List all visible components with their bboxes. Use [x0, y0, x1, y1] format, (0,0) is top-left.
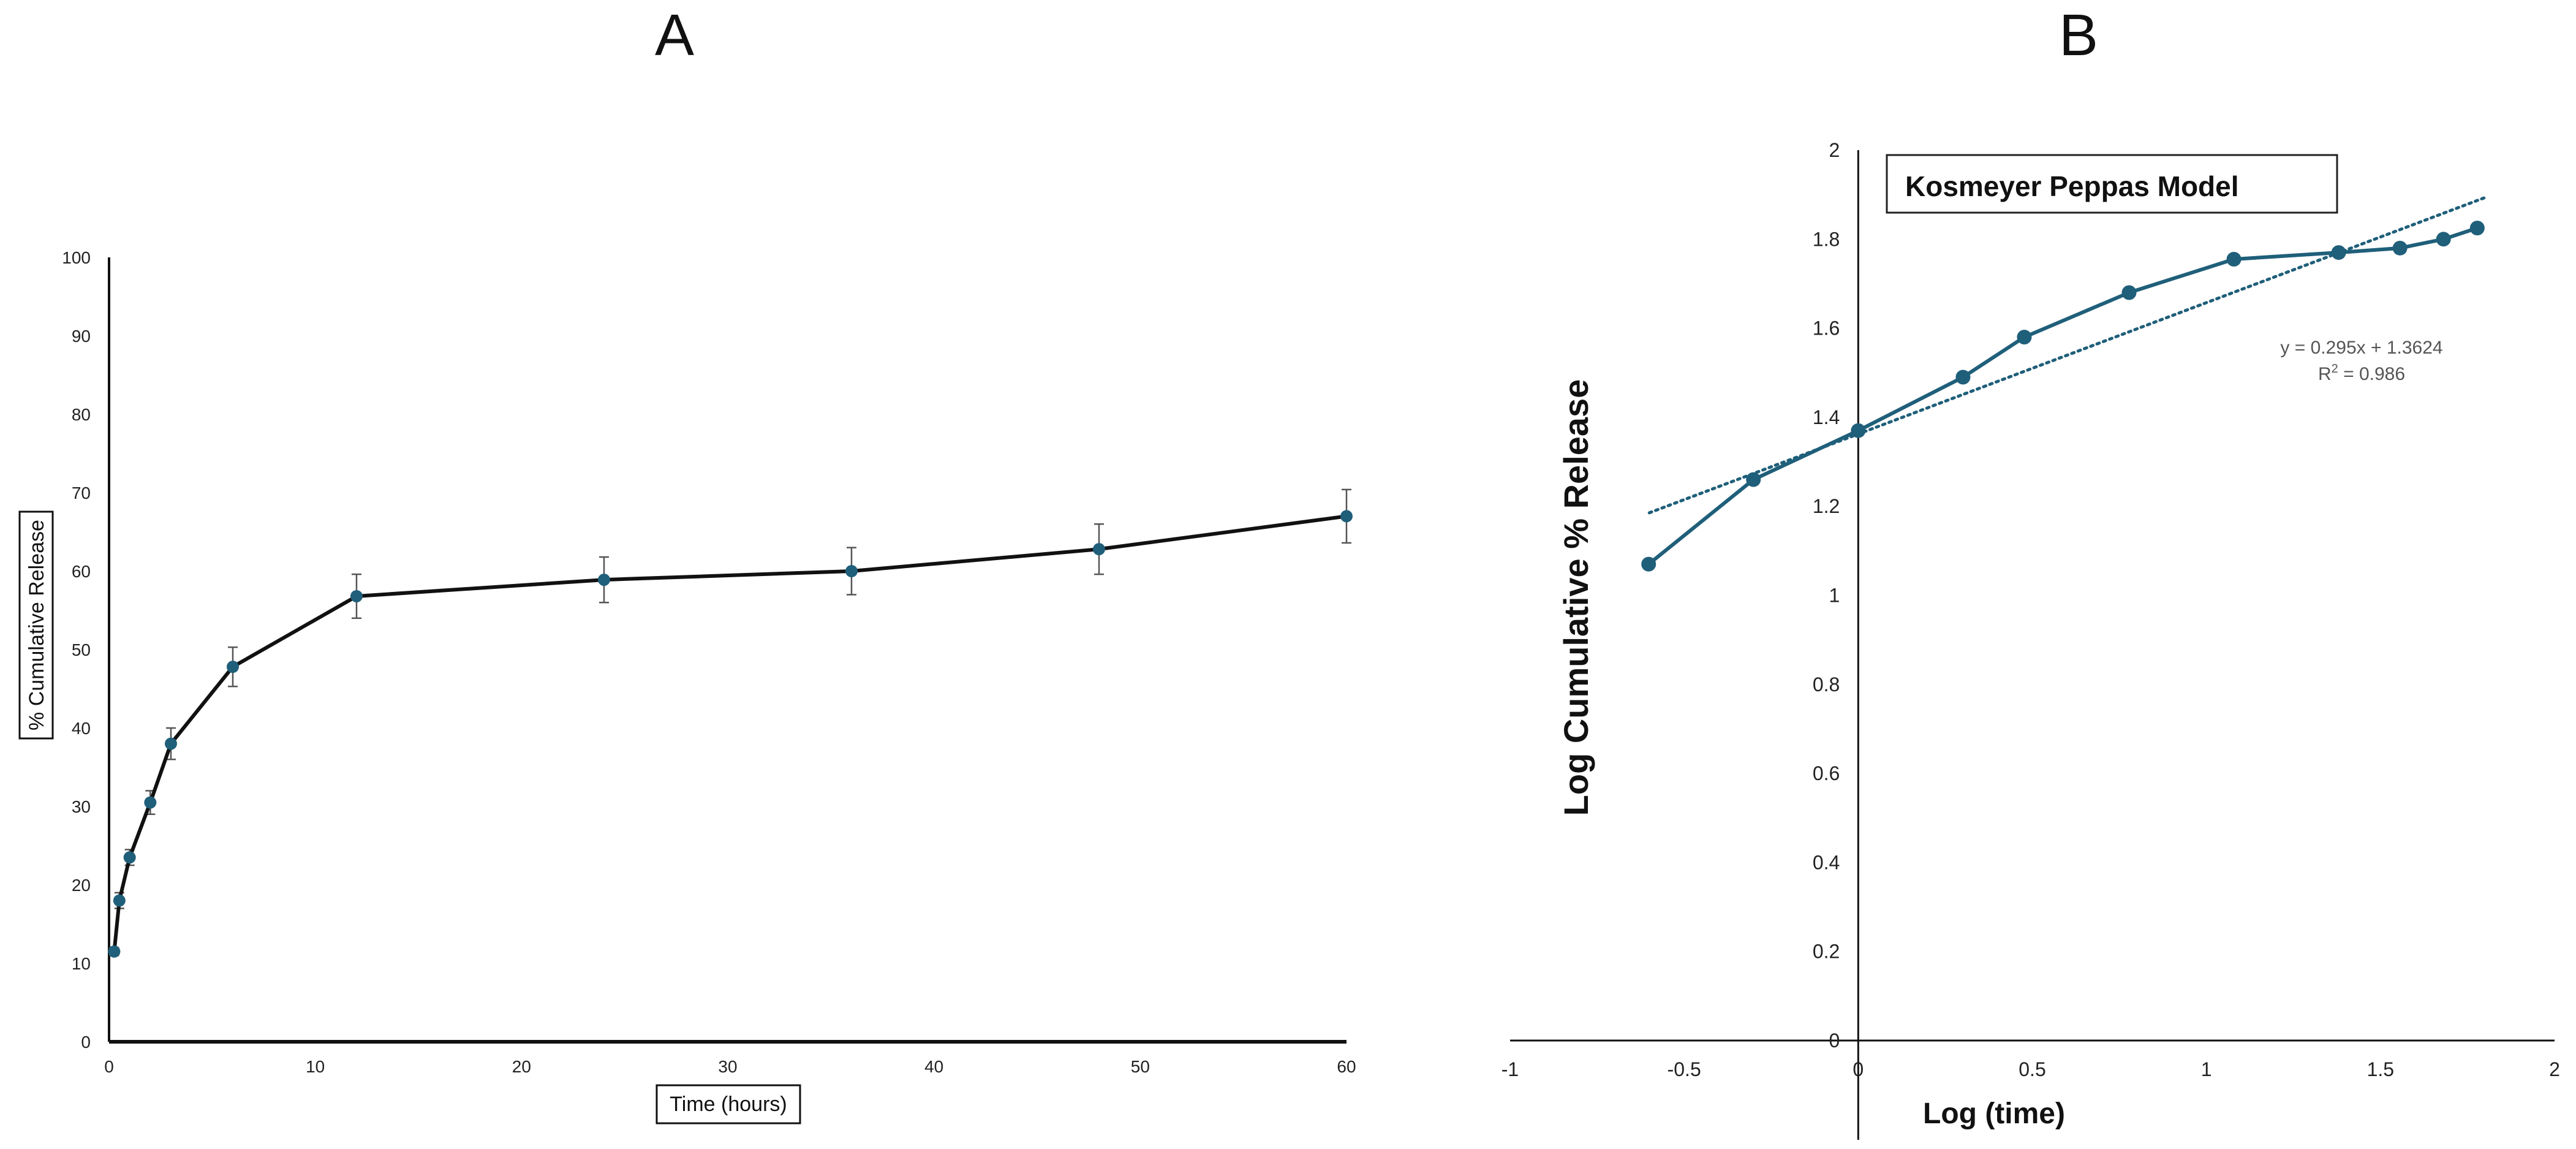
chart-b-data-point — [2226, 251, 2242, 267]
chart-a-y-tick-label: 10 — [72, 954, 91, 973]
chart-a-data-point — [845, 565, 858, 577]
chart-b-x-tick-label: 0 — [1853, 1058, 1864, 1080]
chart-a-xlabel-box — [655, 1084, 801, 1124]
chart-a-ylabel: % Cumulative Release — [25, 520, 48, 730]
chart-b-data-point — [2436, 232, 2451, 247]
chart-b-data-point — [2121, 285, 2137, 300]
chart-a-x-tick-label: 30 — [718, 1057, 737, 1076]
chart-b-data-point — [2392, 240, 2408, 256]
chart-b-x-tick-label: -0.5 — [1668, 1058, 1701, 1080]
chart-b-y-tick-label: 1.2 — [1813, 495, 1840, 517]
chart-a-xlabel: Time (hours) — [670, 1093, 787, 1116]
chart-a-ylabel-box — [18, 510, 54, 740]
chart-a-data-point — [350, 590, 363, 602]
chart-a-y-tick-label: 90 — [72, 327, 91, 346]
chart-a-y-tick-label: 60 — [72, 562, 91, 581]
trendline-r2-value: = 0.986 — [2338, 364, 2405, 384]
chart-b-data-point — [1851, 423, 1866, 438]
chart-a-series-line — [112, 514, 1347, 952]
chart-a-data-point — [165, 737, 177, 750]
chart-a-x-tick-label: 0 — [104, 1057, 114, 1076]
chart-a: 0 10 20 30 40 50 60 70 80 90 100 0 10 20 30 40 50 60 % Cu… — [18, 248, 1356, 1124]
chart-b-y-tick-label: 0 — [1829, 1030, 1840, 1052]
chart-a-data-point — [1340, 510, 1353, 523]
chart-a-y-tick-label: 20 — [72, 876, 91, 895]
panel-b-label: B — [2059, 2, 2098, 68]
chart-a-y-tick-label: 100 — [62, 248, 91, 267]
chart-a-y-tick-label: 50 — [72, 640, 91, 659]
chart-b-series-line — [1647, 226, 2478, 566]
trendline-equation: y = 0.295x + 1.3624 — [2280, 338, 2442, 358]
chart-a-x-tick-label: 20 — [512, 1057, 531, 1076]
chart-b: 0 0.2 0.4 0.6 0.8 1 1.2 1.4 1.6 1.8 2 -1 -0.5 0 0.5 1 1.… — [1501, 139, 2560, 1140]
trendline-r2-exp: 2 — [2332, 362, 2338, 376]
trendline-r2-label: R — [2318, 364, 2332, 384]
chart-b-x-tick-label: 1.5 — [2367, 1058, 2394, 1080]
chart-a-marks — [108, 488, 1353, 958]
chart-b-y-tick-label: 0.6 — [1813, 762, 1840, 784]
chart-a-y-tick-label: 80 — [72, 405, 91, 424]
chart-b-ticks: 0 0.2 0.4 0.6 0.8 1 1.2 1.4 1.6 1.8 2 -1 -0.5 0 0.5 1 1.… — [1501, 139, 2560, 1080]
chart-a-x-tick-label: 10 — [306, 1057, 325, 1076]
chart-a-data-point — [144, 796, 157, 809]
chart-a-x-tick-label: 40 — [924, 1057, 943, 1076]
chart-b-y-tick-label: 0.4 — [1813, 851, 1840, 873]
chart-b-data-point — [2331, 245, 2346, 260]
chart-a-data-point — [598, 574, 610, 586]
chart-b-title-group: Kosmeyer Peppas Model — [1886, 154, 2338, 214]
chart-a-y-tick-label: 0 — [81, 1033, 91, 1052]
chart-a-y-tick-label: 30 — [72, 797, 91, 816]
chart-a-ylabel-group: % Cumulative Release — [18, 510, 54, 740]
chart-b-y-tick-label: 1.8 — [1813, 228, 1840, 250]
chart-a-data-point — [227, 661, 239, 673]
chart-b-data-point — [1641, 556, 1656, 572]
chart-a-xlabel-group: Time (hours) — [655, 1084, 801, 1124]
chart-b-y-tick-label: 2 — [1829, 139, 1840, 161]
trendline-r2: R2 = 0.986 — [2318, 362, 2405, 384]
chart-b-xlabel: Log (time) — [1923, 1098, 2065, 1130]
chart-a-y-tick-label: 40 — [72, 719, 91, 738]
chart-b-y-tick-label: 1 — [1829, 585, 1840, 607]
chart-b-y-tick-label: 0.8 — [1813, 673, 1840, 696]
chart-a-ticks: 0 10 20 30 40 50 60 70 80 90 100 0 10 20 30 40 50 60 — [62, 248, 1356, 1076]
chart-b-y-tick-label: 0.2 — [1813, 941, 1840, 963]
chart-b-y-tick-label: 1.4 — [1813, 406, 1840, 428]
chart-a-x-tick-label: 60 — [1337, 1057, 1356, 1076]
chart-b-title: Kosmeyer Peppas Model — [1905, 170, 2239, 202]
chart-b-x-tick-label: 0.5 — [2019, 1058, 2045, 1080]
chart-b-trendline — [1647, 195, 2487, 515]
chart-b-ylabel: Log Cumulative % Release — [1557, 379, 1595, 816]
chart-a-y-tick-label: 70 — [72, 483, 91, 502]
chart-a-axes — [108, 257, 1347, 1044]
chart-b-x-tick-label: 2 — [2549, 1058, 2560, 1080]
chart-b-data-point — [1955, 370, 1971, 385]
chart-b-data-point — [1746, 472, 1761, 487]
chart-a-data-point — [1093, 543, 1105, 556]
chart-b-data-point — [2469, 221, 2485, 236]
chart-b-y-tick-label: 1.6 — [1813, 317, 1840, 339]
chart-b-marks — [1641, 195, 2487, 572]
chart-b-x-tick-label: 1 — [2201, 1058, 2212, 1080]
chart-b-x-tick-label: -1 — [1501, 1058, 1519, 1080]
chart-b-data-point — [2017, 330, 2032, 345]
chart-b-axes — [1510, 150, 2555, 1140]
chart-b-title-box — [1886, 154, 2338, 214]
chart-a-data-point — [123, 851, 136, 864]
chart-a-x-tick-label: 50 — [1131, 1057, 1150, 1076]
chart-a-data-point — [108, 945, 121, 958]
chart-a-data-point — [113, 894, 126, 907]
panel-a-label: A — [655, 2, 694, 68]
